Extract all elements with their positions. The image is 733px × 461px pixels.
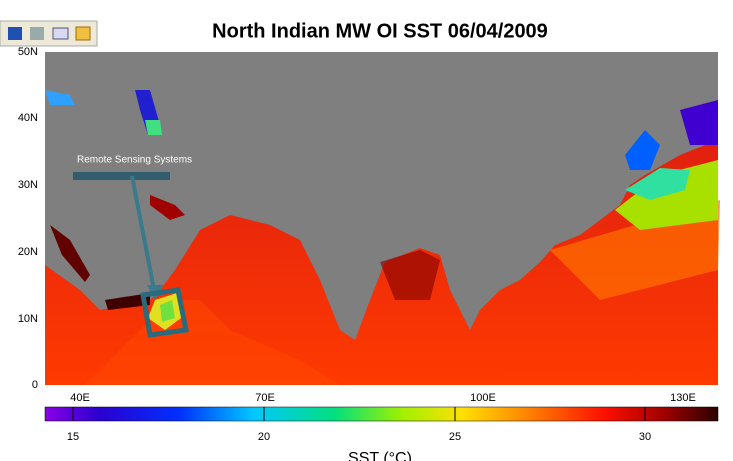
annotation-arrow (130, 175, 157, 296)
colorbar-gradient (44, 406, 719, 422)
save-icon[interactable] (8, 27, 22, 40)
annotation: Remote Sensing Systems (73, 155, 192, 338)
bay-bengal (380, 250, 440, 300)
caspian-south (145, 120, 162, 135)
lon-label: 130E (670, 392, 696, 404)
lon-label: 70E (255, 392, 275, 404)
lon-label: 40E (70, 392, 90, 404)
colorbar: 15 20 25 30 SST (°C) (44, 406, 719, 461)
colorbar-label: SST (°C) (348, 450, 412, 461)
persian-gulf (150, 195, 185, 220)
colorbar-tick-label: 25 (449, 431, 461, 443)
lat-label: 10N (18, 313, 38, 325)
email-icon[interactable] (52, 27, 69, 40)
colorbar-tick-label: 20 (258, 431, 270, 443)
upwelling-core (160, 300, 175, 322)
lat-label: 20N (18, 246, 38, 258)
annotation-text: Remote Sensing Systems (77, 155, 192, 166)
toolbar (0, 20, 98, 47)
lat-label: 40N (18, 112, 38, 124)
gulf-aden (105, 293, 150, 310)
lat-label: 0 (32, 379, 38, 391)
colorbar-tick-label: 30 (639, 431, 651, 443)
print-icon[interactable] (30, 27, 44, 40)
lon-label: 100E (470, 392, 496, 404)
colorbar-tick-label: 15 (67, 431, 79, 443)
caspian-like (45, 90, 75, 105)
export-icon[interactable] (75, 26, 91, 41)
lat-label: 50N (18, 46, 38, 58)
map (45, 52, 720, 385)
title: North Indian MW OI SST 06/04/2009 (212, 20, 548, 42)
bohai (625, 130, 660, 170)
lat-label: 30N (18, 179, 38, 191)
yellow-sea (625, 168, 690, 200)
annotation-box (140, 287, 189, 338)
japan-sea (680, 100, 718, 145)
annotation-bar (73, 172, 170, 180)
red-sea (50, 225, 90, 282)
